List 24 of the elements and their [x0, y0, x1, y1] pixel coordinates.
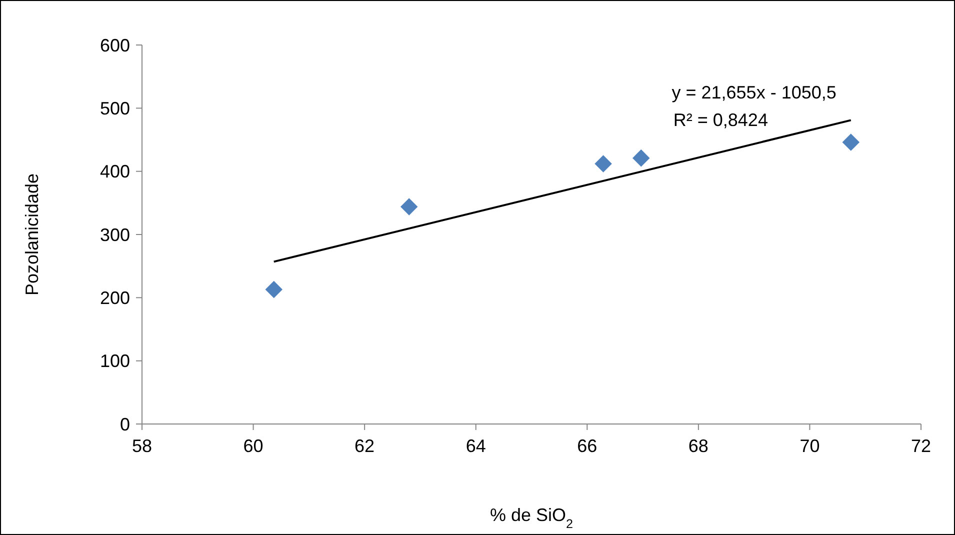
y-tick-label: 400 [100, 162, 130, 182]
point [632, 149, 650, 167]
point [265, 280, 283, 298]
point [400, 198, 418, 216]
y-tick-label: 100 [100, 351, 130, 372]
x-tick-label: 68 [688, 436, 708, 456]
point [594, 155, 612, 172]
x-tick-label: 72 [910, 436, 932, 456]
y-tick-label: 600 [100, 35, 130, 56]
point [842, 134, 860, 151]
x-tick-label: 58 [132, 436, 152, 456]
x-tick-label: 64 [466, 436, 486, 456]
annotation: R² = 0,8424 [673, 110, 768, 130]
y-tick-label: 500 [100, 98, 130, 118]
x-axis-title: % de SiO$_{2}$ [490, 505, 574, 531]
x-tick-label: 62 [354, 436, 375, 456]
x-tick-label: 60 [243, 436, 264, 456]
annotation: y = 21,655x - 1050,5 [672, 82, 836, 103]
y-axis-title: Pozolanicidade [22, 173, 42, 296]
y-tick-label: 200 [100, 288, 130, 308]
y-tick-label: 0 [120, 414, 130, 434]
y-tick-label: 300 [100, 224, 130, 245]
x-tick-label: 70 [800, 436, 820, 456]
x-tick-label: 66 [577, 436, 598, 456]
